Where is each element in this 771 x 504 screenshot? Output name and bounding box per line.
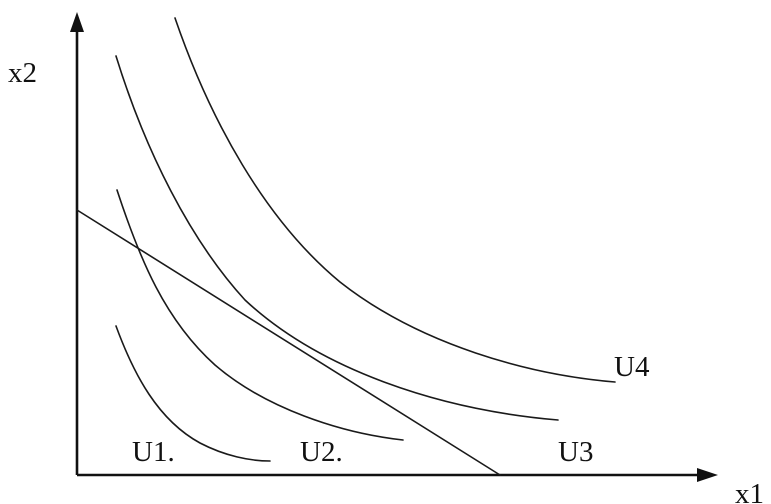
curve-label-u4: U4 — [614, 351, 650, 383]
curve-label-u1: U1. — [132, 436, 175, 468]
indifference-curve-u2 — [116, 189, 404, 441]
budget-line — [76, 209, 501, 476]
indifference-curve-u3 — [115, 55, 559, 421]
y-axis-arrowhead — [70, 12, 84, 32]
x-axis-arrowhead — [697, 468, 718, 482]
indifference-curve-u1 — [115, 325, 271, 462]
x-axis-label: x1 — [735, 478, 764, 504]
curve-label-u2: U2. — [300, 436, 343, 468]
indifference-curves — [115, 17, 616, 462]
indifference-curve-u4 — [174, 17, 616, 383]
curve-label-u3: U3 — [558, 436, 593, 468]
curve-labels: U1. U2. U3 U4 — [132, 351, 650, 468]
axes — [70, 12, 718, 482]
y-axis-label: x2 — [8, 57, 37, 89]
